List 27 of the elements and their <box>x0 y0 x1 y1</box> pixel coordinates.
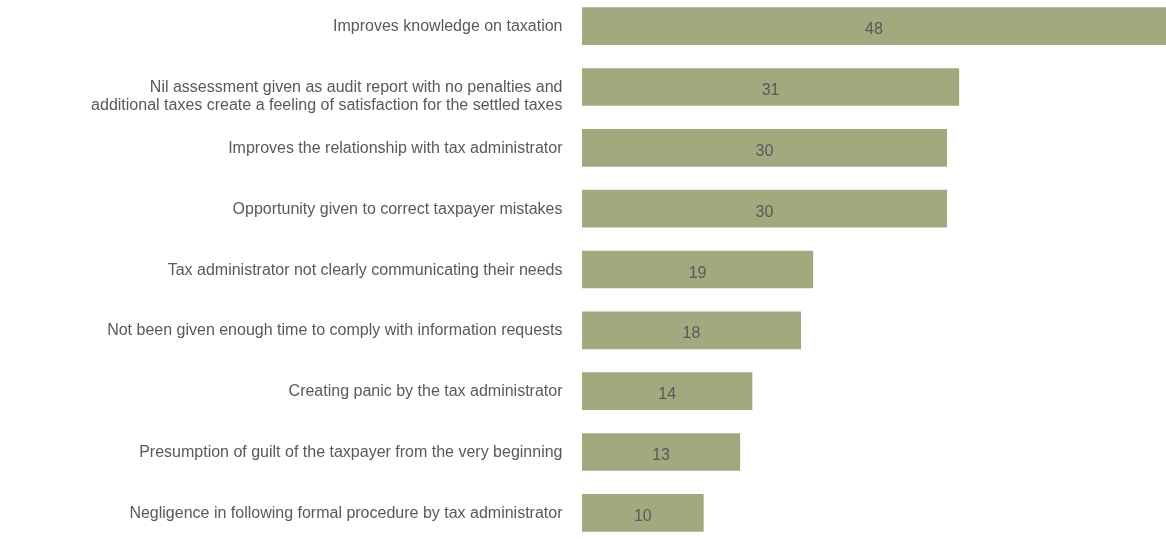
data-label: 10 <box>633 506 652 524</box>
data-label: 14 <box>658 385 677 403</box>
data-label: 31 <box>761 80 780 98</box>
y-tick-label: Negligence in following formal procedure by tax administrator <box>129 503 564 521</box>
data-label: 30 <box>755 141 774 159</box>
y-tick-label: Tax administrator not clearly communicating their needs <box>167 260 563 278</box>
bar <box>582 7 1166 46</box>
y-tick-label: Improves the relationship with tax administrator <box>228 138 564 156</box>
bar <box>582 128 947 167</box>
bar <box>582 433 741 471</box>
data-label: 30 <box>755 202 774 220</box>
y-tick-label: Not been given enough time to comply with information requests <box>107 321 563 339</box>
bar <box>582 493 704 532</box>
bar <box>582 372 753 411</box>
data-label: 19 <box>688 263 707 281</box>
y-tick-label: Improves knowledge on taxation <box>333 17 563 35</box>
bar <box>582 68 960 106</box>
y-tick-label: Creating panic by the tax administrator <box>288 382 564 400</box>
y-tick-label: Opportunity given to correct taxpayer mistakes <box>232 199 563 217</box>
y-tick-label: Nil assessment given as audit report with no penalties and additional taxes create a feeling of satisfaction for the settled taxes <box>91 77 563 113</box>
bar <box>582 311 801 350</box>
bar <box>582 250 814 289</box>
data-label: 13 <box>652 446 671 464</box>
data-label: 18 <box>682 324 701 342</box>
data-label: 48 <box>865 20 883 38</box>
bar <box>582 189 947 228</box>
y-tick-label: Presumption of guilt of the taxpayer from the very beginning <box>139 443 563 461</box>
